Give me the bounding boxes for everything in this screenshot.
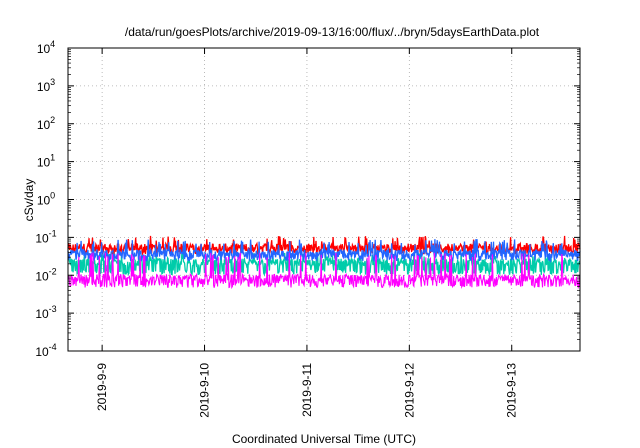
y-tick-base: 10 bbox=[37, 42, 51, 56]
y-tick-exponent: 4 bbox=[50, 39, 55, 49]
y-axis-label: cSv/day bbox=[22, 179, 36, 222]
y-tick-exponent: 1 bbox=[50, 153, 55, 163]
y-tick-base: 10 bbox=[35, 307, 49, 321]
y-tick-label: 10-2 bbox=[35, 266, 56, 283]
y-tick-exponent: -3 bbox=[49, 304, 57, 314]
x-tick-label: 2019-9-11 bbox=[300, 363, 314, 417]
y-tick-base: 10 bbox=[37, 80, 51, 94]
y-tick-label: 10-3 bbox=[35, 304, 56, 321]
y-tick-label: 10-4 bbox=[35, 342, 56, 359]
y-tick-exponent: -4 bbox=[49, 342, 57, 352]
y-tick-label: 102 bbox=[37, 115, 55, 132]
y-tick-label: 104 bbox=[37, 39, 55, 56]
data-series bbox=[67, 235, 581, 290]
y-tick-exponent: 2 bbox=[50, 115, 55, 125]
x-axis-label: Coordinated Universal Time (UTC) bbox=[232, 432, 416, 446]
y-tick-base: 10 bbox=[35, 231, 49, 245]
series-line-4 bbox=[67, 252, 581, 290]
y-tick-label: 100 bbox=[37, 191, 55, 208]
x-axis: 2019-9-9 2019-9-10 2019-9-11 2019-9-12 2019-… bbox=[95, 48, 519, 418]
y-tick-exponent: 3 bbox=[50, 77, 55, 87]
grid-lines bbox=[68, 48, 580, 351]
series-line-3 bbox=[67, 239, 581, 263]
x-tick-label: 2019-9-9 bbox=[95, 363, 109, 411]
y-tick-label: 103 bbox=[37, 77, 55, 94]
y-tick-exponent: -1 bbox=[49, 228, 57, 238]
chart-title: /data/run/goesPlots/archive/2019-09-13/1… bbox=[125, 25, 540, 39]
x-tick-label: 2019-9-12 bbox=[402, 363, 416, 418]
x-tick-label: 2019-9-10 bbox=[198, 363, 212, 418]
y-tick-label: 10-1 bbox=[35, 228, 56, 245]
y-tick-base: 10 bbox=[35, 269, 49, 283]
y-tick-exponent: -2 bbox=[49, 266, 57, 276]
y-tick-base: 10 bbox=[37, 118, 51, 132]
x-tick-label: 2019-9-13 bbox=[505, 363, 519, 418]
y-tick-base: 10 bbox=[37, 194, 51, 208]
y-tick-base: 10 bbox=[35, 345, 49, 359]
series-line-2 bbox=[67, 251, 581, 277]
y-tick-exponent: 0 bbox=[50, 191, 55, 201]
y-tick-base: 10 bbox=[37, 156, 51, 170]
y-tick-label: 101 bbox=[37, 153, 55, 170]
